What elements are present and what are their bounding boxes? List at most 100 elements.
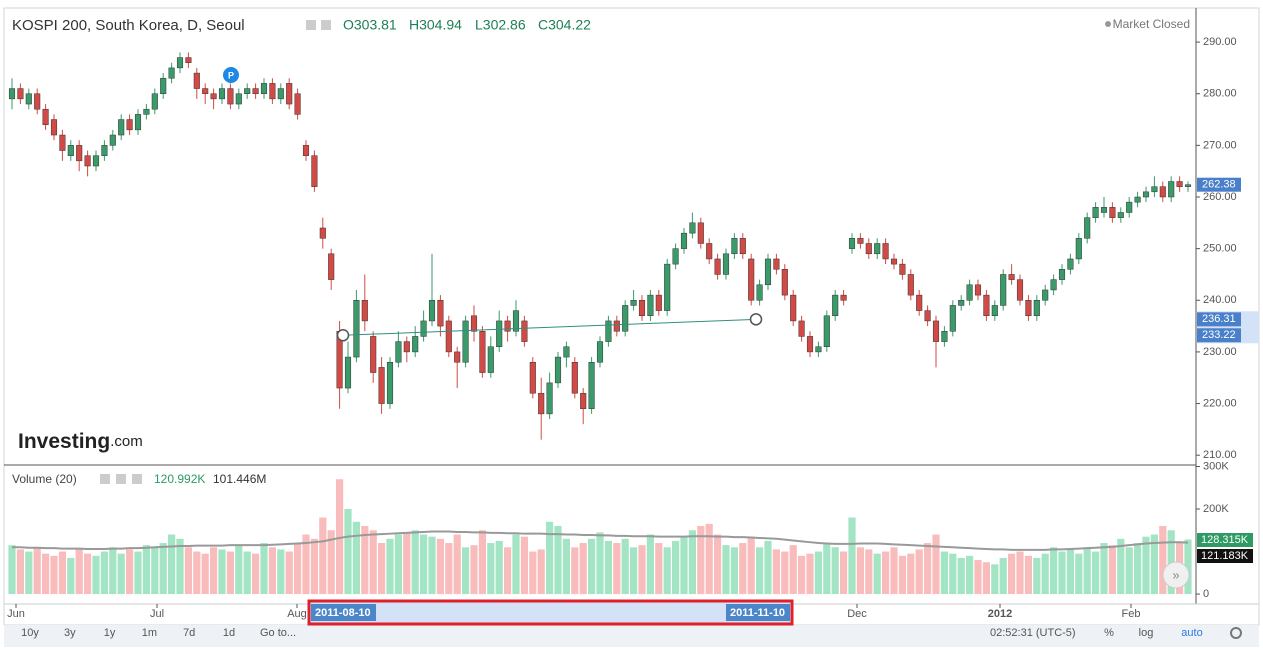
x-tick-label: Jul: [150, 608, 164, 620]
logo-name: Investing: [18, 430, 110, 453]
candle-body: [966, 284, 973, 301]
volume-bar: [420, 534, 428, 595]
ohlc-open: O303.81: [343, 17, 397, 33]
candle-body: [1075, 238, 1082, 260]
period-button[interactable]: 3y: [64, 627, 76, 639]
candle-body: [34, 93, 41, 110]
candle-body: [1033, 300, 1040, 317]
volume-bar: [394, 534, 402, 595]
volume-bar: [1184, 539, 1192, 595]
market-status: Market Closed: [1113, 17, 1190, 31]
volume-bar: [1024, 555, 1032, 595]
volume-bar: [453, 534, 461, 595]
option-button[interactable]: auto: [1181, 627, 1202, 639]
volume-bar: [747, 536, 755, 595]
volume-bar: [520, 536, 528, 595]
volume-bar: [848, 517, 856, 595]
candle-body: [134, 114, 142, 131]
volume-ma-line: [12, 530, 1189, 551]
candle-body: [899, 263, 906, 275]
y-tick-label: 260.00: [1203, 191, 1237, 203]
candle-body: [697, 222, 704, 244]
candle-body: [739, 238, 746, 255]
last-price-bg: [1197, 177, 1241, 192]
volume-bar: [403, 532, 411, 595]
volume-bar: [546, 521, 554, 595]
volume-bar: [781, 551, 789, 595]
volume-bar: [67, 557, 75, 595]
volume-bar: [898, 555, 906, 595]
volume-bar: [210, 547, 218, 595]
volume-bar: [1075, 553, 1083, 595]
candle-body: [176, 57, 184, 69]
volume-bar: [966, 555, 974, 595]
volume-bar: [814, 551, 822, 595]
option-button[interactable]: log: [1139, 627, 1154, 639]
candle-body: [882, 243, 889, 260]
y-tick-label: 210.00: [1203, 449, 1237, 461]
period-button[interactable]: 1y: [104, 627, 116, 639]
volume-bar: [646, 534, 654, 595]
candle-body: [664, 263, 671, 311]
period-button[interactable]: 1m: [142, 627, 157, 639]
candle-body: [311, 155, 318, 187]
volume-bar: [873, 553, 881, 595]
candle-body: [764, 258, 772, 286]
candle-body: [437, 300, 444, 327]
volume-bar: [235, 545, 243, 595]
volume-bar: [1041, 553, 1049, 595]
icon: [306, 20, 316, 30]
volume-bar: [613, 543, 621, 595]
candle-body: [689, 222, 696, 234]
y-tick-label: 250.00: [1203, 243, 1237, 255]
candle-body: [479, 331, 486, 373]
volume-bar: [915, 549, 923, 595]
candle-body: [17, 88, 24, 100]
period-button[interactable]: 10y: [21, 627, 39, 639]
volume-bar: [344, 509, 352, 595]
volume-bar: [1150, 534, 1158, 595]
x-tick-label: Feb: [1122, 608, 1141, 620]
candle-body: [260, 83, 268, 94]
volume-bar: [352, 521, 360, 595]
option-button[interactable]: %: [1104, 627, 1114, 639]
goto-button[interactable]: Go to...: [260, 627, 296, 639]
ohlc-close: C304.22: [538, 17, 591, 33]
volume-bar: [831, 547, 839, 595]
candle-body: [890, 258, 898, 265]
candle-body: [1100, 207, 1108, 213]
price-label-bg: [1197, 312, 1241, 327]
volume-bar: [470, 545, 478, 595]
range-selection[interactable]: [307, 599, 794, 626]
candle-body: [596, 341, 604, 363]
candle-body: [454, 351, 461, 363]
icon: [321, 20, 331, 30]
volume-bar: [739, 543, 747, 595]
candle-body: [109, 134, 116, 146]
candle-body: [1142, 191, 1150, 198]
volume-bar: [42, 553, 50, 595]
volume-bar: [260, 543, 268, 595]
period-button[interactable]: 1d: [223, 627, 235, 639]
candle-body: [470, 315, 478, 332]
settings-button[interactable]: [1230, 627, 1242, 639]
volume-bar: [1159, 526, 1167, 595]
volume-bar: [487, 543, 495, 595]
scroll-button[interactable]: [1162, 561, 1190, 589]
period-button[interactable]: 7d: [183, 627, 195, 639]
trend-handle: [336, 329, 350, 342]
volume-bar: [504, 547, 512, 595]
volume-bar: [294, 543, 302, 595]
volume-bar: [8, 545, 16, 595]
icon: [132, 474, 142, 484]
volume-bar: [268, 547, 276, 595]
candle-body: [790, 294, 797, 322]
candle-body: [798, 320, 805, 337]
volume-last-label: 121.183K: [1201, 550, 1249, 562]
volume-bar: [932, 534, 940, 595]
volume-bar: [705, 523, 713, 595]
volume-bar: [25, 551, 33, 595]
event-marker[interactable]: [223, 67, 239, 83]
candle-body: [1016, 279, 1024, 301]
candle-body: [244, 88, 251, 94]
